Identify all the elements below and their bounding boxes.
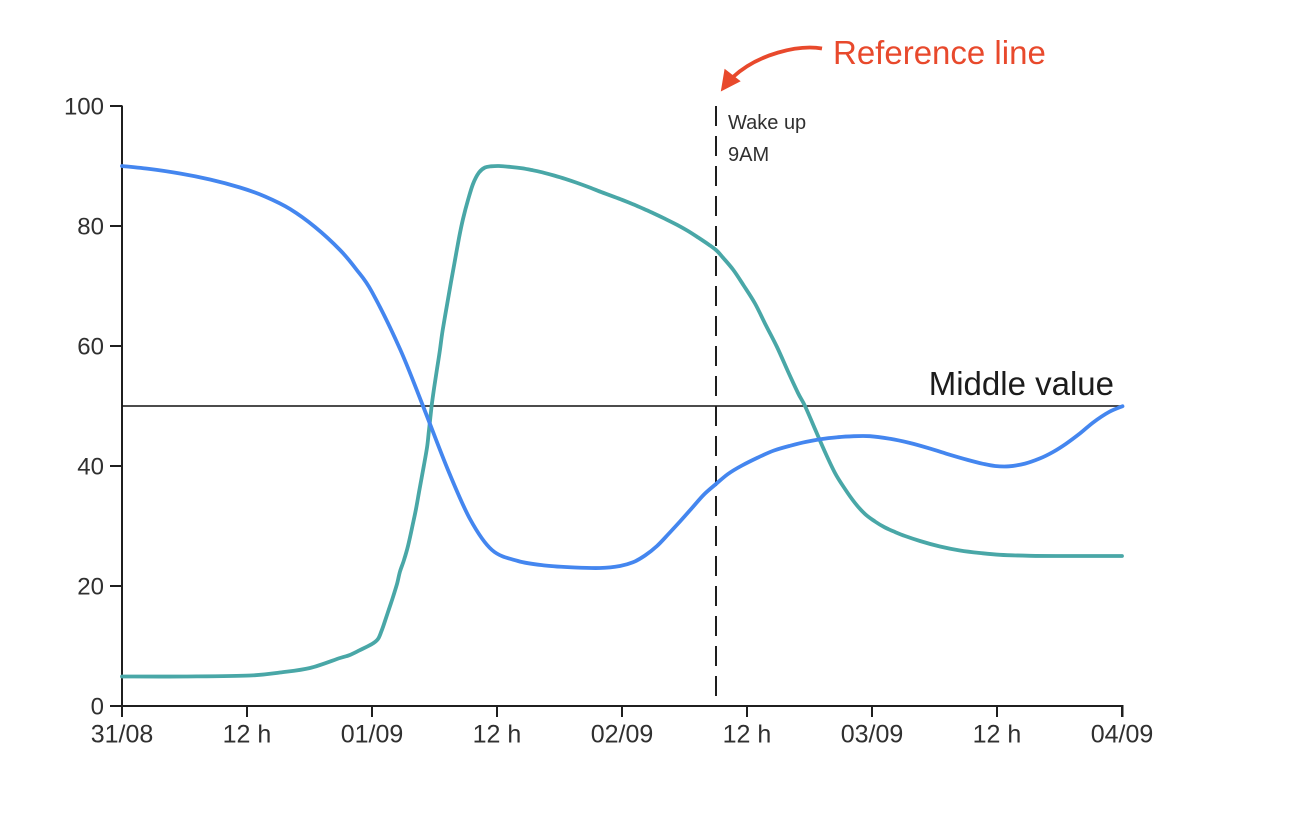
svg-text:02/09: 02/09: [591, 721, 654, 749]
svg-text:9AM: 9AM: [728, 144, 769, 166]
svg-text:01/09: 01/09: [341, 721, 404, 749]
svg-text:40: 40: [77, 454, 104, 481]
svg-text:80: 80: [77, 214, 104, 241]
svg-text:20: 20: [77, 574, 104, 601]
svg-text:12 h: 12 h: [473, 721, 522, 749]
svg-text:60: 60: [77, 334, 104, 361]
svg-text:31/08: 31/08: [91, 721, 154, 749]
svg-text:100: 100: [64, 94, 104, 121]
svg-text:12 h: 12 h: [723, 721, 772, 749]
svg-text:03/09: 03/09: [841, 721, 904, 749]
svg-text:Reference line: Reference line: [833, 34, 1046, 71]
svg-text:Middle value: Middle value: [929, 365, 1114, 402]
svg-text:0: 0: [91, 694, 104, 721]
svg-text:Wake up: Wake up: [728, 112, 806, 134]
svg-text:12 h: 12 h: [223, 721, 272, 749]
svg-text:12 h: 12 h: [973, 721, 1022, 749]
svg-text:04/09: 04/09: [1091, 721, 1154, 749]
